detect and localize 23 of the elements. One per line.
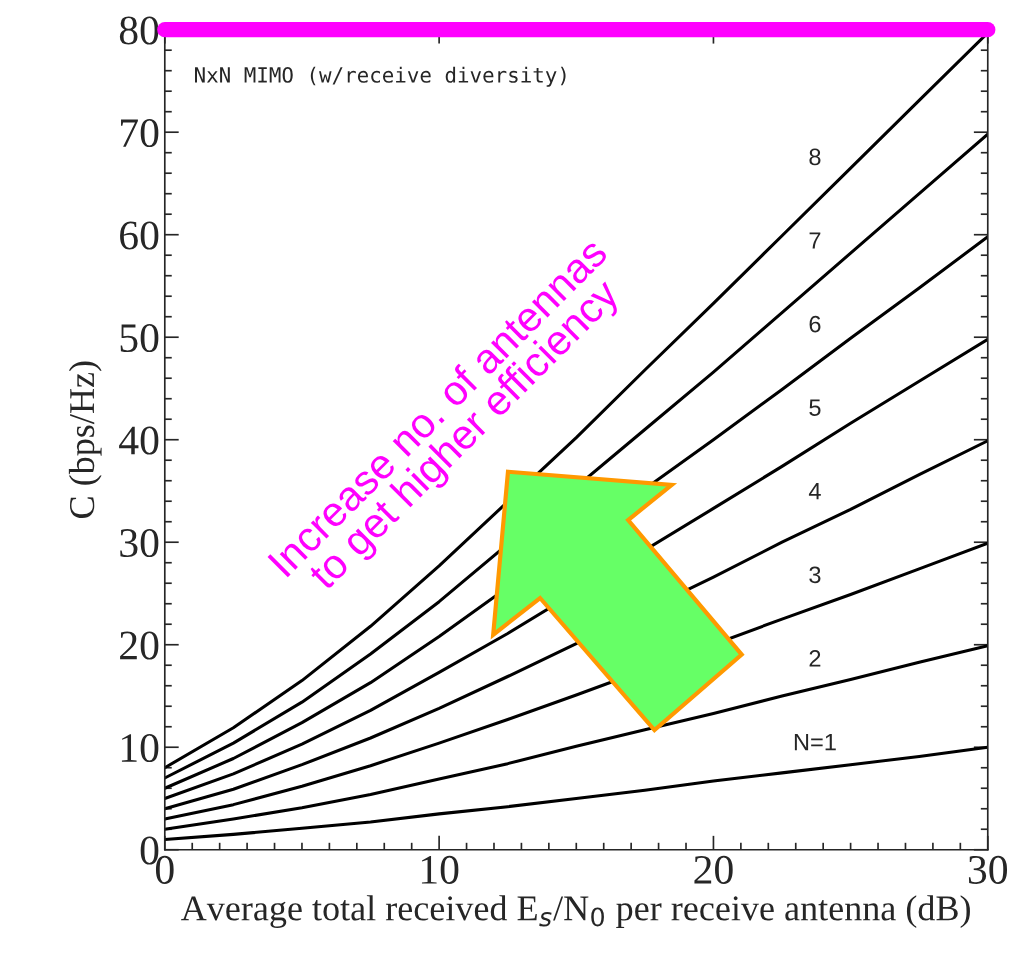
y-tick-label: 10 — [121, 733, 159, 763]
y-tick-label: 20 — [120, 631, 159, 660]
y-tick-label: 30 — [120, 528, 159, 558]
series-label: 7 — [809, 232, 821, 249]
series-label: 6 — [809, 315, 821, 333]
x-tick-label: 20 — [694, 855, 733, 884]
line-series — [164, 644, 988, 831]
y-tick-label: 60 — [120, 221, 159, 250]
y-axis-title: C (bps/Hz) — [68, 361, 102, 518]
series-label: 2 — [809, 650, 821, 667]
y-tick-label: 80 — [119, 16, 159, 45]
annotation: NxN MIMO (w/receive diversity) — [195, 66, 566, 87]
y-tick-label: 50 — [120, 323, 159, 353]
series-label: 5 — [809, 399, 821, 417]
y-tick-label: 40 — [119, 426, 159, 455]
series-label: 4 — [808, 483, 821, 500]
series-label: 3 — [809, 566, 821, 584]
y-tick-label: 70 — [121, 118, 159, 148]
series-label: 8 — [809, 148, 821, 166]
series-label: N=1 — [794, 733, 836, 751]
x-axis-title: Average total received E$_{s}$/N$_{0}$ per receive antenna (dB) — [181, 895, 970, 929]
x-tick-label: 30 — [968, 855, 1008, 884]
x-tick-label: 10 — [421, 855, 459, 884]
